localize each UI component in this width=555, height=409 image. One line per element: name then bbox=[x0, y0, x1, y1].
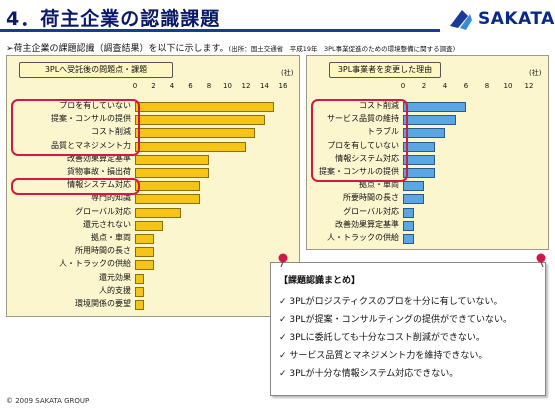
category-label: 改善効果算定基準 bbox=[335, 219, 399, 229]
pushpin-icon bbox=[278, 253, 288, 267]
category-label: 情報システム対応 bbox=[335, 153, 399, 163]
bar bbox=[135, 273, 145, 284]
intro-source: (出所：国土交通省 平成19年 3PL事業促進のための環境整備に関する調査) bbox=[228, 45, 456, 53]
bar bbox=[135, 194, 200, 205]
copyright: © 2009 SAKATA GROUP bbox=[6, 397, 90, 405]
bar bbox=[135, 220, 163, 231]
bar bbox=[403, 220, 414, 231]
category-label: 貨物事故・損出荷 bbox=[67, 167, 131, 176]
chart-title-reasons: 3PL事業者を変更した理由 bbox=[329, 62, 441, 78]
bar bbox=[135, 154, 209, 165]
category-label: 拠点・車両 bbox=[359, 180, 399, 190]
chart-panel-reasons: 3PL事業者を変更した理由 (社) 0 2 4 6 8 10 12 コスト削減サービス品質の維… bbox=[306, 55, 549, 250]
bar bbox=[403, 207, 414, 218]
bar bbox=[135, 300, 145, 310]
tick-label: 2 bbox=[151, 82, 156, 90]
tick-label: 14 bbox=[260, 82, 269, 90]
page-title: 4．荷主企業の認識課題 bbox=[6, 8, 221, 30]
category-label: トラブル bbox=[367, 127, 399, 137]
category-label: グローバル対応 bbox=[343, 206, 399, 216]
chart-unit-issues: (社) bbox=[281, 69, 294, 77]
bar bbox=[135, 128, 256, 139]
bar bbox=[403, 102, 466, 112]
tick-label: 4 bbox=[442, 82, 448, 90]
category-label: 改善効果算定基準 bbox=[67, 153, 131, 163]
intro-main: 荷主企業の課題認識（調査結果）を以下に示します。 bbox=[13, 44, 229, 54]
category-label: コスト削減 bbox=[359, 101, 399, 110]
category-label: 品質とマネジメント力 bbox=[51, 140, 131, 150]
category-label: コスト削減 bbox=[91, 127, 131, 137]
bar bbox=[135, 286, 145, 297]
category-label: 所用時間の長さ bbox=[75, 246, 131, 256]
bar bbox=[135, 181, 200, 192]
bar bbox=[403, 194, 424, 205]
intro-text: ➢荷主企業の課題認識（調査結果）を以下に示します。(出所：国土交通省 平成19年… bbox=[6, 41, 455, 54]
tick-label: 10 bbox=[503, 82, 513, 90]
category-label: 環境関係の要望 bbox=[75, 299, 131, 308]
pushpin-icon bbox=[536, 253, 546, 267]
tick-label: 0 bbox=[400, 82, 406, 90]
bar bbox=[135, 234, 154, 244]
category-label: 所要時間の長さ bbox=[343, 193, 399, 203]
category-label: 人・トラックの供給 bbox=[59, 259, 131, 269]
bar bbox=[403, 181, 424, 192]
summary-item: ✓ 3PLが提案・コンサルティングの提供ができていない。 bbox=[279, 315, 513, 325]
tick-label: 4 bbox=[169, 82, 175, 90]
summary-box: 【課題認識まとめ】 ✓ 3PLがロジスティクスのプロを十分に有していない。 ✓ … bbox=[270, 262, 546, 396]
brand-name: SAKATA bbox=[478, 9, 555, 29]
sakata-logo: SAKATA bbox=[448, 6, 555, 32]
bar bbox=[135, 102, 274, 112]
bar bbox=[135, 115, 265, 126]
category-label: サービス品質の維持 bbox=[327, 114, 399, 124]
chart-unit-reasons: (社) bbox=[529, 69, 542, 77]
tick-label: 12 bbox=[241, 82, 251, 90]
bar bbox=[403, 128, 445, 139]
tick-label: 10 bbox=[223, 82, 232, 90]
highlight-frame bbox=[11, 178, 140, 196]
chart-panel-issues: 3PLへ受託後の問題点・課題 (社) 0 2 4 6 8 10 12 14 16 プロを有していな… bbox=[6, 55, 300, 317]
tick-label: 6 bbox=[463, 82, 469, 90]
category-label: 拠点・車両 bbox=[91, 233, 131, 242]
category-label: 還元されない bbox=[83, 219, 131, 229]
tick-label: 12 bbox=[524, 82, 534, 90]
tick-label: 6 bbox=[188, 82, 193, 90]
category-label: 情報システム対応 bbox=[67, 180, 131, 190]
intro-arrow-icon: ➢ bbox=[6, 44, 14, 54]
category-label: プロを有していない bbox=[327, 140, 399, 150]
sakata-mark-icon bbox=[450, 10, 472, 30]
category-label: 人・トラックの供給 bbox=[327, 233, 399, 242]
bar bbox=[403, 115, 456, 126]
summary-item: ✓ 3PLに委託しても十分なコスト削減ができない。 bbox=[279, 333, 485, 343]
tick-label: 0 bbox=[132, 82, 138, 90]
bar bbox=[135, 247, 154, 258]
bar bbox=[403, 168, 435, 178]
tick-label: 16 bbox=[278, 82, 288, 90]
summary-heading: 【課題認識まとめ】 bbox=[279, 276, 361, 286]
summary-item: ✓ サービス品質とマネジメント力を維持できない。 bbox=[279, 351, 488, 361]
bar bbox=[403, 234, 414, 244]
bar bbox=[135, 168, 209, 178]
bar bbox=[135, 141, 246, 152]
summary-item: ✓ 3PLが十分な情報システム対応できない。 bbox=[279, 369, 459, 379]
category-label: 人的支援 bbox=[99, 285, 131, 295]
category-label: 還元効果 bbox=[99, 272, 131, 282]
tick-label: 8 bbox=[484, 82, 490, 90]
chart-title-issues: 3PLへ受託後の問題点・課題 bbox=[19, 62, 173, 78]
tick-label: 2 bbox=[421, 82, 427, 90]
summary-item: ✓ 3PLがロジスティクスのプロを十分に有していない。 bbox=[279, 297, 503, 307]
category-label: 提案・コンサルの提供 bbox=[319, 167, 399, 176]
category-label: 提案・コンサルの提供 bbox=[51, 114, 131, 124]
bar bbox=[135, 207, 182, 218]
highlight-frame bbox=[11, 99, 140, 156]
bar bbox=[135, 260, 154, 271]
highlight-frame bbox=[311, 99, 408, 183]
title-underline bbox=[0, 29, 440, 32]
category-label: グローバル対応 bbox=[75, 206, 131, 216]
tick-label: 8 bbox=[206, 82, 212, 90]
bar bbox=[403, 154, 435, 165]
category-label: プロを有していない bbox=[59, 101, 131, 110]
bar bbox=[403, 141, 435, 152]
category-label: 専門的知識 bbox=[91, 193, 131, 203]
